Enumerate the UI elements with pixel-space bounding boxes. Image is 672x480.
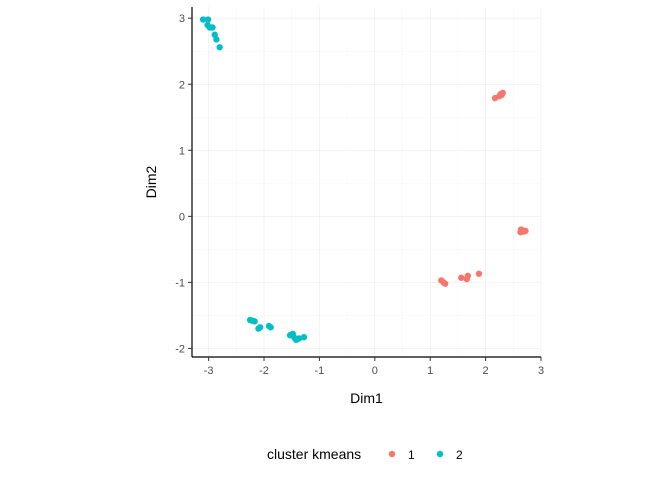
point-cluster-2 bbox=[216, 44, 223, 51]
x-tick-label: 3 bbox=[538, 365, 544, 377]
x-tick-label: 0 bbox=[372, 365, 378, 377]
point-cluster-1 bbox=[441, 280, 449, 287]
point-cluster-2 bbox=[199, 16, 207, 23]
point-cluster-1 bbox=[517, 226, 525, 233]
x-tick-label: 1 bbox=[427, 365, 433, 377]
point-cluster-2 bbox=[204, 16, 212, 23]
y-tick-label: -1 bbox=[175, 277, 185, 289]
point-cluster-1 bbox=[464, 272, 472, 279]
legend-label-1: 1 bbox=[408, 448, 415, 462]
x-tick-label: -2 bbox=[259, 365, 269, 377]
point-cluster-1 bbox=[458, 274, 465, 281]
point-cluster-2 bbox=[300, 333, 308, 341]
x-tick-label: 2 bbox=[483, 365, 489, 377]
point-cluster-2 bbox=[267, 324, 274, 331]
y-tick-label: 2 bbox=[179, 79, 185, 91]
point-cluster-2 bbox=[209, 24, 216, 31]
y-tick-label: 1 bbox=[179, 145, 185, 157]
legend-title: cluster kmeans bbox=[267, 446, 361, 462]
y-tick-label: 3 bbox=[179, 13, 185, 25]
point-cluster-1 bbox=[497, 90, 504, 98]
data-points bbox=[199, 16, 529, 344]
x-ticks: -3 -2 -1 0 1 2 3 bbox=[204, 357, 544, 377]
point-cluster-1 bbox=[475, 270, 483, 277]
axes bbox=[191, 7, 541, 358]
x-tick-label: -1 bbox=[315, 365, 325, 377]
x-tick-label: -3 bbox=[204, 365, 214, 377]
grid bbox=[192, 7, 542, 357]
y-ticks: -2 -1 0 1 2 3 bbox=[175, 13, 192, 355]
y-tick-label: 0 bbox=[179, 211, 185, 223]
legend-key-1 bbox=[388, 450, 396, 458]
y-axis-title: Dim2 bbox=[143, 165, 159, 198]
point-cluster-2 bbox=[255, 325, 262, 332]
y-tick-label: -2 bbox=[175, 343, 185, 355]
point-cluster-2 bbox=[295, 335, 303, 342]
legend-key-2 bbox=[436, 450, 444, 458]
point-cluster-2 bbox=[213, 36, 220, 43]
x-axis-title: Dim1 bbox=[350, 390, 383, 406]
legend-label-2: 2 bbox=[456, 448, 463, 462]
point-cluster-2 bbox=[251, 318, 258, 325]
